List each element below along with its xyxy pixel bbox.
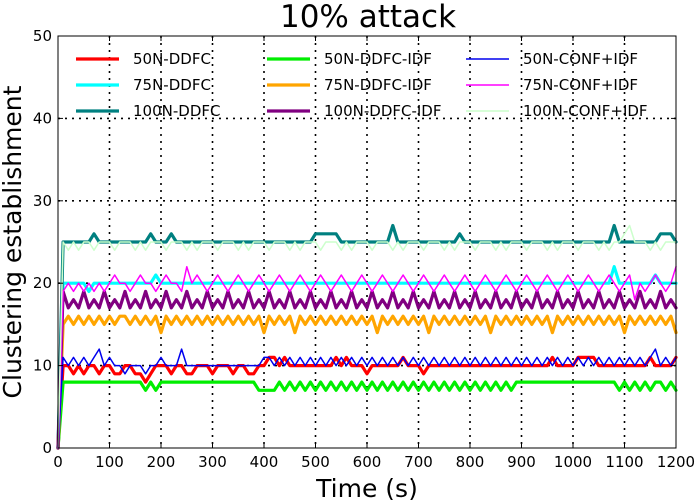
y-tick-label: 20 bbox=[33, 274, 52, 292]
legend-label: 75N-CONF+IDF bbox=[523, 76, 638, 94]
legend-entry-100n-ddfc-idf: 100N-DDFC-IDF bbox=[267, 102, 441, 120]
y-axis-label: Clustering establishment bbox=[0, 85, 27, 398]
legend-label: 50N-CONF+IDF bbox=[523, 50, 638, 68]
series-layer bbox=[56, 223, 678, 450]
legend-entry-50n-ddfc-idf: 50N-DDFC-IDF bbox=[267, 50, 432, 68]
x-tick-label: 800 bbox=[456, 453, 485, 471]
series-line-100n-ddfc-idf bbox=[56, 289, 678, 450]
x-tick-label: 0 bbox=[53, 453, 63, 471]
legend-entry-50n-conf-idf: 50N-CONF+IDF bbox=[466, 50, 638, 68]
x-tick-label: 1100 bbox=[605, 453, 643, 471]
x-tick-label: 200 bbox=[147, 453, 176, 471]
x-axis-label: Time (s) bbox=[315, 474, 418, 500]
y-tick-label: 40 bbox=[33, 109, 52, 127]
legend-label: 75N-DDFC bbox=[133, 76, 211, 94]
legend-entry-75n-conf-idf: 75N-CONF+IDF bbox=[466, 76, 638, 94]
x-tick-label: 100 bbox=[95, 453, 124, 471]
legend-label: 75N-DDFC-IDF bbox=[324, 76, 432, 94]
legend-label: 50N-DDFC-IDF bbox=[324, 50, 432, 68]
y-tick-label: 30 bbox=[33, 192, 52, 210]
chart-title: 10% attack bbox=[280, 0, 456, 35]
series-line-100n-conf-idf bbox=[57, 224, 677, 449]
legend-entry-75n-ddfc-idf: 75N-DDFC-IDF bbox=[267, 76, 432, 94]
legend-label: 100N-DDFC bbox=[133, 102, 220, 120]
series-line-75n-ddfc-idf bbox=[56, 314, 678, 450]
legend-entry-100n-conf-idf: 100N-CONF+IDF bbox=[466, 102, 648, 120]
x-tick-label: 500 bbox=[301, 453, 330, 471]
series-line-50n-conf-idf bbox=[57, 348, 677, 449]
legend-entry-100n-ddfc: 100N-DDFC bbox=[76, 102, 220, 120]
legend-label: 50N-DDFC bbox=[133, 50, 211, 68]
x-tick-label: 600 bbox=[353, 453, 382, 471]
y-tick-label: 0 bbox=[42, 439, 52, 457]
legend-entry-50n-ddfc: 50N-DDFC bbox=[76, 50, 211, 68]
tick-marks: 0 100 200 300 400 500 600 700 800 900 1000 1100 1200… bbox=[33, 27, 695, 471]
legend-label: 100N-DDFC-IDF bbox=[324, 102, 441, 120]
y-tick-label: 10 bbox=[33, 357, 52, 375]
x-tick-label: 1000 bbox=[554, 453, 592, 471]
legend-label: 100N-CONF+IDF bbox=[523, 102, 648, 120]
series-line-50n-ddfc-idf bbox=[56, 380, 678, 450]
legend: 50N-DDFC 75N-DDFC 100N-DDFC 50N-DDFC-IDF 75N… bbox=[76, 50, 648, 120]
x-tick-label: 900 bbox=[507, 453, 536, 471]
x-tick-label: 1200 bbox=[657, 453, 695, 471]
x-tick-label: 700 bbox=[404, 453, 433, 471]
x-tick-label: 400 bbox=[250, 453, 279, 471]
series-line-75n-conf-idf bbox=[57, 265, 677, 449]
legend-entry-75n-ddfc: 75N-DDFC bbox=[76, 76, 211, 94]
x-tick-label: 300 bbox=[198, 453, 227, 471]
y-tick-label: 50 bbox=[33, 27, 52, 45]
